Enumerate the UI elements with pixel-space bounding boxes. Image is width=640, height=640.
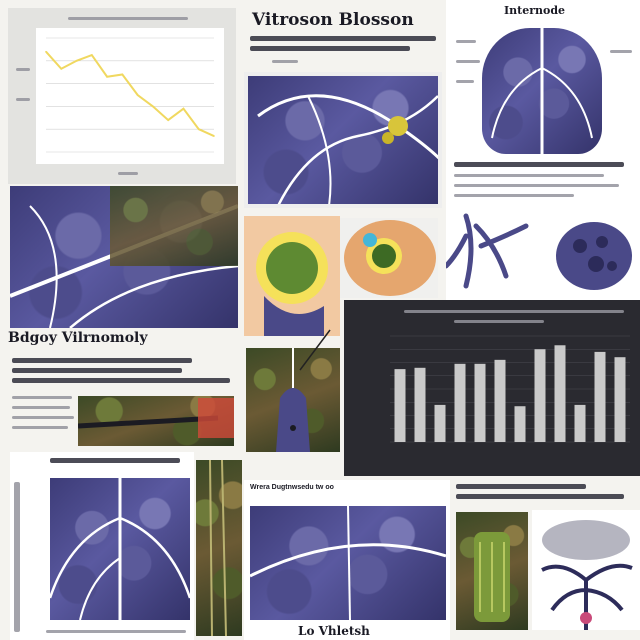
- bottom-center-caption: Wrera Dugtnwsedu tw oo: [250, 484, 334, 491]
- vein-lines: [257, 94, 438, 204]
- cell-detail-illustration: [340, 218, 438, 298]
- line-chart-panel: [8, 8, 236, 184]
- data-point: [152, 105, 154, 108]
- bar: [534, 349, 546, 442]
- bar: [574, 404, 586, 442]
- stalk-shape: [474, 532, 510, 622]
- bar: [454, 363, 466, 442]
- data-point: [91, 54, 93, 56]
- bar: [434, 404, 446, 442]
- bar: [414, 367, 426, 442]
- vascular-stem-shape: [276, 348, 310, 452]
- bottom-right-stalk-illustration: [456, 512, 528, 630]
- data-point: [213, 135, 215, 137]
- data-point: [75, 60, 78, 62]
- top-center-heading: Vitroson Blosson: [252, 10, 414, 30]
- series-line: [45, 51, 215, 137]
- bottom-stem-lines: [209, 460, 227, 636]
- bar: [474, 363, 486, 442]
- line-chart-plot-area: [36, 28, 224, 164]
- bar: [614, 357, 626, 442]
- top-center-text-block: Vitroson Blosson: [244, 4, 442, 70]
- line-chart: [45, 37, 215, 153]
- data-point: [182, 107, 185, 110]
- bottom-center-title: Lo Vhletsh: [298, 624, 370, 638]
- cell-section-left: [256, 232, 328, 336]
- bar: [514, 406, 526, 442]
- data-point: [167, 119, 169, 121]
- root-illustration: [446, 213, 632, 290]
- vascular-stem-illustration: [246, 348, 340, 452]
- bottom-right-text-block: [452, 480, 640, 508]
- bar-chart-panel: [344, 300, 640, 476]
- internode-vein-lines: [491, 28, 593, 154]
- leaf-blade-illustration: [10, 186, 238, 328]
- bottom-center-panel: Wrera Dugtnwsedu tw oo Lo Vhletsh: [244, 480, 450, 640]
- cell-section-right: [344, 220, 436, 296]
- data-point: [197, 128, 200, 130]
- bottom-center-leaf-illustration: [250, 506, 446, 620]
- left-text-block: Bdgoy Vilrnomoly: [6, 330, 236, 440]
- data-point: [136, 94, 139, 96]
- leaf-tissue-illustration: [244, 72, 442, 208]
- roots-panel: [446, 206, 640, 300]
- top-right-heading: Internode: [504, 4, 566, 17]
- left-mid-heading: Bdgoy Vilrnomoly: [8, 330, 148, 346]
- data-point: [45, 50, 47, 53]
- right-text-block: [446, 156, 640, 206]
- stem-strip-illustration: [78, 396, 234, 446]
- bottom-left-veins: [50, 478, 190, 620]
- bar: [594, 351, 606, 442]
- bottom-left-panel: [10, 452, 194, 640]
- bar: [494, 359, 506, 442]
- bottom-left-leaf-illustration: [50, 478, 190, 620]
- bottom-right-tree-illustration: [532, 510, 640, 630]
- data-point: [121, 73, 124, 76]
- bar: [554, 345, 566, 442]
- cell-cross-section-illustration: [244, 216, 340, 336]
- stem-strip-lines: [78, 398, 234, 438]
- internode-panel: Internode: [446, 0, 640, 156]
- internode-illustration: [482, 28, 602, 154]
- bar: [394, 369, 406, 442]
- root-tree-shape: [541, 520, 633, 630]
- bottom-center-veins: [250, 506, 446, 620]
- data-point: [60, 67, 63, 70]
- data-point: [106, 75, 108, 78]
- bar-chart: [390, 335, 630, 443]
- bottom-stem-strip: [196, 460, 242, 636]
